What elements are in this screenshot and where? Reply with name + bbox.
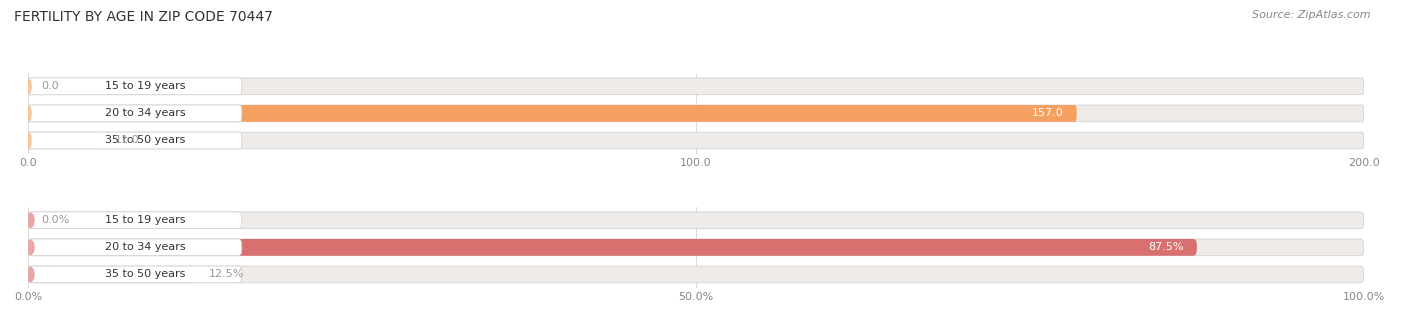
FancyBboxPatch shape [28, 132, 101, 149]
FancyBboxPatch shape [28, 239, 242, 256]
Text: FERTILITY BY AGE IN ZIP CODE 70447: FERTILITY BY AGE IN ZIP CODE 70447 [14, 10, 273, 24]
Text: Source: ZipAtlas.com: Source: ZipAtlas.com [1253, 10, 1371, 20]
FancyBboxPatch shape [28, 212, 242, 229]
FancyBboxPatch shape [28, 266, 1364, 283]
Text: 0.0: 0.0 [42, 81, 59, 91]
Text: 20 to 34 years: 20 to 34 years [105, 109, 186, 118]
Text: 35 to 50 years: 35 to 50 years [105, 269, 186, 279]
Text: 157.0: 157.0 [1032, 109, 1063, 118]
FancyBboxPatch shape [28, 266, 242, 283]
Text: 15 to 19 years: 15 to 19 years [105, 81, 186, 91]
Circle shape [27, 213, 34, 227]
FancyBboxPatch shape [28, 132, 242, 149]
Circle shape [28, 133, 31, 148]
Circle shape [27, 267, 34, 281]
FancyBboxPatch shape [28, 132, 1364, 149]
Circle shape [27, 240, 34, 255]
FancyBboxPatch shape [28, 105, 1077, 122]
Text: 87.5%: 87.5% [1149, 242, 1184, 252]
Circle shape [28, 106, 31, 120]
FancyBboxPatch shape [28, 239, 1197, 256]
FancyBboxPatch shape [28, 212, 1364, 229]
FancyBboxPatch shape [28, 78, 1364, 95]
Text: 12.5%: 12.5% [208, 269, 243, 279]
Text: 35 to 50 years: 35 to 50 years [105, 135, 186, 146]
Text: 0.0%: 0.0% [42, 215, 70, 225]
Circle shape [28, 79, 31, 93]
FancyBboxPatch shape [28, 105, 242, 122]
FancyBboxPatch shape [28, 266, 195, 283]
FancyBboxPatch shape [28, 78, 242, 95]
Text: 20 to 34 years: 20 to 34 years [105, 242, 186, 252]
FancyBboxPatch shape [28, 105, 1364, 122]
Text: 15 to 19 years: 15 to 19 years [105, 215, 186, 225]
Text: 11.0: 11.0 [115, 135, 139, 146]
FancyBboxPatch shape [28, 239, 1364, 256]
